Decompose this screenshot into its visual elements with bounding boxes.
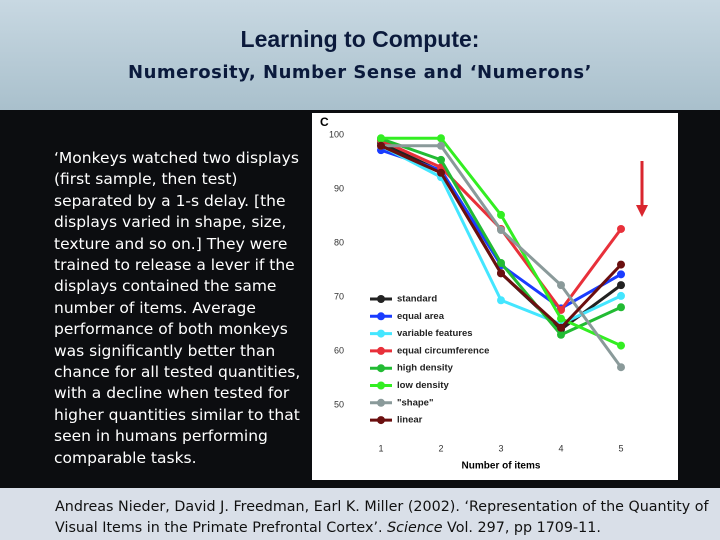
point	[617, 341, 625, 350]
point	[617, 363, 625, 372]
point	[557, 305, 565, 314]
point	[377, 134, 385, 143]
point	[437, 141, 445, 150]
legend-marker	[377, 416, 385, 425]
legend-label: equal area	[397, 311, 445, 322]
legend-label: "shape"	[397, 397, 433, 408]
point	[497, 269, 505, 278]
y-tick-label: 80	[334, 237, 344, 247]
point	[497, 258, 505, 267]
y-tick-label: 50	[334, 399, 344, 409]
legend-label: linear	[397, 415, 423, 426]
citation-band: Andreas Nieder, David J. Freedman, Earl …	[0, 488, 720, 540]
legend-label: high density	[397, 363, 454, 374]
point	[437, 155, 445, 164]
y-tick-label: 100	[329, 129, 344, 139]
point	[497, 210, 505, 219]
slide-title: Learning to Compute:	[240, 26, 480, 52]
citation-text: Andreas Nieder, David J. Freedman, Earl …	[55, 499, 709, 536]
x-tick-label: 4	[558, 443, 563, 453]
point	[437, 168, 445, 177]
point	[497, 296, 505, 305]
legend-marker	[377, 295, 385, 303]
x-tick-label: 2	[438, 443, 443, 453]
point	[617, 260, 625, 269]
point	[377, 141, 385, 150]
point	[617, 281, 625, 290]
body-text: ‘Monkeys watched two displays (first sam…	[54, 149, 301, 467]
citation: Andreas Nieder, David J. Freedman, Earl …	[0, 488, 715, 539]
x-tick-label: 3	[498, 443, 503, 453]
legend-marker	[377, 398, 385, 407]
x-tick-label: 1	[378, 443, 383, 453]
legend-label: low density	[397, 380, 449, 391]
point	[557, 314, 565, 323]
header: Learning to Compute: Numerosity, Number …	[0, 0, 720, 110]
series-line	[380, 137, 622, 337]
y-tick-label: 70	[334, 291, 344, 301]
point	[497, 226, 505, 235]
point	[617, 224, 625, 233]
legend-marker	[377, 364, 385, 373]
legend-label: standard	[397, 294, 437, 305]
y-tick-label: 60	[334, 345, 344, 355]
point	[557, 323, 565, 332]
point	[617, 270, 625, 279]
panel-label: C	[320, 115, 329, 129]
arrow-head	[636, 205, 648, 217]
legend-marker	[377, 329, 385, 338]
point	[617, 303, 625, 312]
chart: C Number of items 50 60 70 80 90 100 1 2 3 4 5 stan…	[312, 113, 678, 480]
legend-marker	[377, 312, 385, 321]
y-tick-label: 90	[334, 183, 344, 193]
point	[557, 281, 565, 290]
citation-text: Vol. 297, pp 1709-11.	[447, 520, 601, 536]
x-tick-label: 5	[618, 443, 623, 453]
point	[617, 291, 625, 300]
point	[557, 330, 565, 339]
legend-marker	[377, 346, 385, 355]
legend-label: variable features	[397, 328, 473, 339]
legend-marker	[377, 381, 385, 390]
x-axis-label: Number of items	[462, 461, 541, 472]
legend-label: equal circumference	[397, 345, 489, 356]
point	[437, 134, 445, 143]
slide-subtitle: Numerosity, Number Sense and ‘Numerons’	[128, 62, 592, 83]
journal: Science	[387, 520, 443, 536]
